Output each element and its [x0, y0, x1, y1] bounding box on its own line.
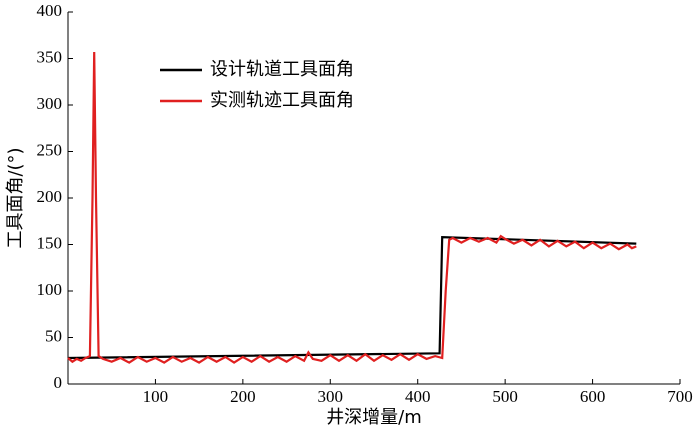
legend-label: 实测轨迹工具面角 — [210, 90, 354, 111]
x-tick-label: 500 — [492, 387, 518, 406]
x-tick-label: 300 — [318, 387, 344, 406]
x-tick-label: 600 — [580, 387, 606, 406]
y-tick-label: 200 — [37, 187, 63, 206]
y-tick-label: 400 — [37, 1, 63, 20]
x-tick-label: 400 — [405, 387, 431, 406]
series-line — [67, 51, 637, 364]
y-tick-label: 300 — [37, 94, 63, 113]
legend-label: 设计轨道工具面角 — [210, 59, 354, 80]
x-tick-label: 100 — [143, 387, 169, 406]
x-tick-label: 200 — [230, 387, 256, 406]
y-tick-label: 150 — [37, 233, 63, 252]
y-tick-label: 250 — [37, 140, 63, 159]
y-axis-label: 工具面角/(°) — [5, 147, 26, 248]
y-tick-label: 350 — [37, 47, 63, 66]
series-line — [67, 235, 637, 360]
y-tick-label: 0 — [54, 373, 63, 392]
y-tick-label: 100 — [37, 280, 63, 299]
x-tick-label: 700 — [667, 387, 693, 406]
x-axis-label: 井深增量/m — [326, 407, 422, 428]
y-tick-label: 50 — [45, 326, 62, 345]
